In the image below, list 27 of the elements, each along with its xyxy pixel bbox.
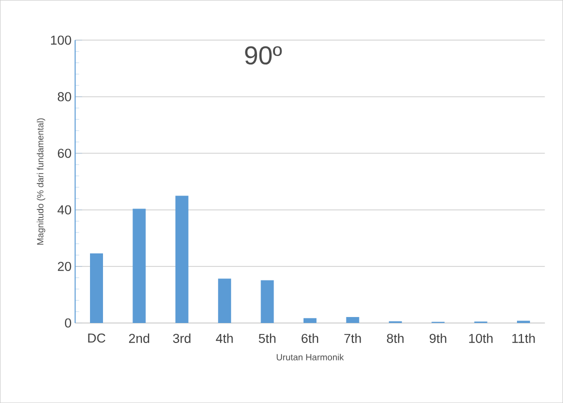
y-axis-title: Magnitudo (% dari fundamental) <box>36 118 46 245</box>
x-tick-label: 6th <box>302 333 318 343</box>
bar <box>132 208 146 323</box>
y-tick-label: 80 <box>58 92 72 102</box>
bar <box>218 278 232 323</box>
x-tick-label: DC <box>88 333 106 343</box>
x-axis-title: Urutan Harmonik <box>276 354 344 360</box>
x-tick-label: 5th <box>258 333 276 343</box>
y-tick-label: 0 <box>64 318 72 328</box>
y-tick-label: 20 <box>58 262 72 271</box>
x-tick-label: 9th <box>430 333 446 343</box>
bar <box>260 280 274 323</box>
x-tick-label: 3rd <box>173 333 190 343</box>
x-tick-label: 2nd <box>129 333 150 343</box>
y-tick-label: 100 <box>51 36 72 45</box>
chart-title: 90º <box>245 46 282 64</box>
bar <box>175 196 188 323</box>
bar <box>90 253 103 323</box>
y-tick-label: 60 <box>58 148 72 158</box>
y-tick-label: 40 <box>58 205 72 214</box>
x-tick-label: 11th <box>512 333 535 343</box>
x-tick-label: 7th <box>344 333 361 343</box>
bar <box>303 318 316 323</box>
x-tick-label: 10th <box>469 333 493 343</box>
x-tick-label: 8th <box>386 333 404 343</box>
bar <box>346 316 360 323</box>
x-tick-label: 4th <box>216 333 233 343</box>
